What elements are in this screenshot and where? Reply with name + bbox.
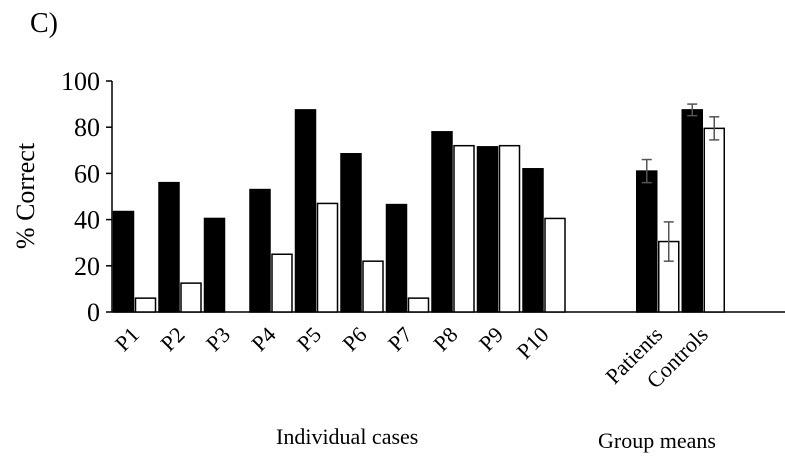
panel-label: C)	[30, 8, 58, 39]
bar	[407, 297, 430, 313]
bar	[203, 217, 226, 313]
y-tick-label: 100	[61, 67, 100, 96]
x-tick-label: P6	[337, 322, 371, 356]
x-tick-label: P5	[292, 322, 326, 356]
x-tick-label: P7	[383, 322, 417, 356]
bar	[522, 168, 544, 313]
y-tick-label: 0	[87, 298, 100, 327]
bar	[681, 109, 703, 313]
x-tick-label: P3	[201, 322, 235, 356]
bar	[294, 109, 317, 313]
bar	[316, 202, 339, 313]
bar	[158, 181, 180, 313]
bar	[362, 260, 384, 313]
x-tick-label: P9	[474, 322, 508, 356]
y-ticks: 0 20 40 60 80 100	[61, 67, 112, 327]
x-tick-label: P4	[246, 322, 280, 356]
bar	[112, 210, 135, 313]
bars	[112, 103, 725, 313]
bar	[271, 253, 293, 313]
y-axis-label: % Correct	[11, 142, 40, 249]
x-tick-label: P10	[512, 322, 554, 364]
bar	[340, 153, 362, 313]
bar	[544, 217, 566, 313]
bar	[476, 146, 499, 313]
y-tick-label: 40	[74, 206, 100, 235]
bar	[636, 170, 658, 313]
bar	[703, 127, 725, 313]
group-label-means: Group means	[598, 428, 716, 453]
bar	[431, 131, 453, 313]
bar	[249, 188, 271, 313]
x-tick-label: P1	[110, 322, 144, 356]
bar	[498, 144, 521, 313]
bar	[180, 282, 202, 313]
bar	[385, 203, 408, 313]
x-tick-label: P2	[155, 322, 189, 356]
y-tick-label: 80	[74, 113, 100, 142]
bar	[134, 297, 157, 313]
bar	[453, 144, 475, 313]
y-tick-label: 20	[74, 252, 100, 281]
group-label-individual: Individual cases	[276, 424, 419, 449]
y-tick-label: 60	[74, 159, 100, 188]
x-tick-label: P8	[428, 322, 462, 356]
